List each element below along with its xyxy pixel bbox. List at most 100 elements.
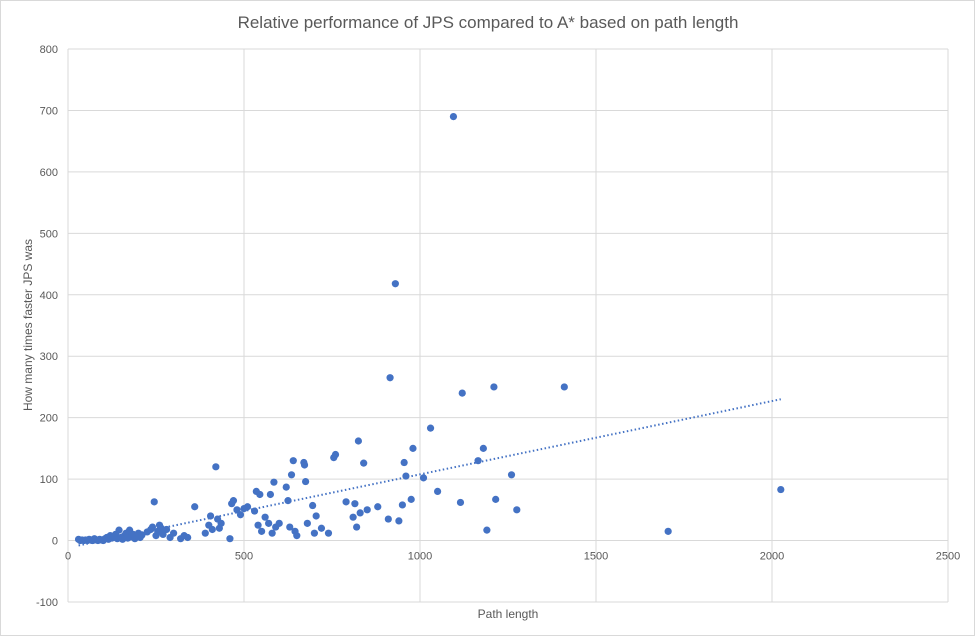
data-point: [265, 519, 273, 527]
data-point: [456, 498, 465, 507]
gridlines: [67, 48, 949, 603]
data-point: [217, 519, 225, 527]
data-point: [310, 529, 318, 537]
data-point: [474, 457, 482, 465]
data-point: [138, 531, 146, 539]
data-point: [184, 533, 192, 542]
x-tick-labels: 0 500 1000 1500 2000 2500: [65, 551, 960, 563]
x-tick-label: 2000: [760, 551, 784, 563]
y-tick-label: 100: [40, 474, 58, 486]
data-point: [229, 497, 238, 505]
data-point: [449, 112, 458, 121]
x-tick-label: 1000: [408, 551, 432, 563]
data-point: [256, 490, 264, 499]
chart-title: Relative performance of JPS compared to …: [238, 13, 739, 32]
data-point: [398, 501, 406, 509]
data-point: [282, 483, 290, 491]
data-point: [349, 513, 357, 521]
data-point: [284, 497, 292, 505]
y-tick-label: 0: [52, 536, 58, 548]
data-point: [300, 461, 309, 469]
data-point: [287, 471, 296, 479]
data-point: [560, 383, 568, 391]
x-tick-label: 500: [235, 551, 253, 563]
x-tick-label: 2500: [936, 551, 960, 563]
x-tick-label: 1500: [584, 551, 608, 563]
data-point: [258, 527, 266, 535]
x-tick-label: 0: [65, 551, 71, 563]
data-point: [407, 495, 415, 503]
data-point: [286, 523, 294, 531]
data-point: [115, 526, 123, 534]
data-point: [409, 444, 417, 452]
x-axis-label: Path length: [478, 607, 539, 621]
data-point: [150, 498, 158, 506]
data-point: [351, 500, 359, 508]
data-point: [254, 521, 262, 529]
data-point: [777, 485, 785, 494]
data-point: [270, 478, 278, 486]
data-point: [354, 437, 362, 445]
y-tick-label: 600: [40, 167, 58, 179]
y-tick-label: 700: [40, 105, 58, 117]
data-point: [363, 506, 371, 514]
data-point: [201, 529, 209, 537]
y-tick-label: 200: [40, 413, 58, 425]
data-point: [492, 495, 500, 503]
data-point: [458, 389, 466, 397]
y-tick-label: 400: [40, 290, 58, 302]
data-point: [360, 459, 368, 467]
data-point: [293, 532, 301, 540]
data-point: [490, 383, 498, 391]
data-point: [170, 529, 178, 537]
y-tick-labels: -100 0 100 200 300 400 500 600 700 800: [36, 44, 58, 609]
data-point: [391, 280, 399, 288]
y-tick-label: 800: [40, 44, 58, 56]
data-point: [483, 526, 491, 534]
data-point: [243, 503, 252, 511]
y-tick-label: -100: [36, 597, 58, 609]
data-point: [309, 501, 317, 510]
data-point: [303, 519, 311, 527]
data-point: [208, 525, 216, 534]
data-point: [426, 424, 435, 432]
data-point: [374, 503, 382, 511]
y-tick-label: 500: [40, 228, 58, 240]
data-point: [419, 474, 428, 482]
data-point: [317, 524, 326, 532]
data-point: [212, 463, 220, 471]
data-point: [400, 458, 408, 467]
data-point: [395, 517, 403, 525]
y-axis-label: How many times faster JPS was: [21, 239, 35, 411]
data-point: [261, 513, 269, 521]
data-point: [162, 525, 171, 534]
data-point: [507, 471, 516, 479]
data-point: [236, 511, 245, 519]
data-point: [289, 457, 297, 465]
data-point: [268, 529, 276, 537]
data-point: [479, 444, 487, 452]
data-point: [356, 509, 364, 517]
data-point: [402, 472, 410, 480]
data-point: [386, 374, 394, 382]
data-point: [250, 507, 259, 515]
data-point: [342, 498, 350, 506]
data-point: [266, 490, 274, 499]
data-point: [206, 512, 215, 520]
trendline-path: [78, 398, 782, 547]
data-point: [191, 503, 199, 511]
data-point: [353, 523, 361, 531]
data-points: [74, 112, 785, 545]
data-point: [664, 527, 672, 535]
data-point: [312, 512, 320, 520]
data-point: [384, 515, 392, 523]
data-point: [148, 523, 157, 531]
trendline: [78, 398, 782, 547]
y-tick-label: 300: [40, 351, 58, 363]
data-point: [324, 529, 333, 537]
data-point: [331, 450, 340, 459]
data-point: [302, 477, 310, 486]
data-point: [226, 535, 234, 543]
